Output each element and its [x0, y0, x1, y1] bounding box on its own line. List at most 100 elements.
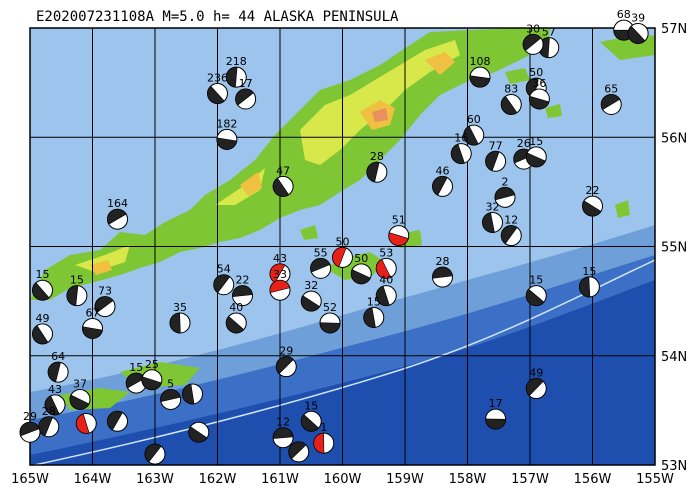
- focal-mechanism: [188, 421, 210, 443]
- focal-mechanism: 16: [450, 132, 472, 165]
- focal-mechanism: 15: [32, 268, 53, 301]
- focal-mechanism: 15: [363, 296, 385, 329]
- depth-label: 25: [145, 358, 159, 371]
- depth-label: 2: [502, 175, 509, 188]
- beachball-compression: [300, 295, 321, 312]
- focal-mechanism: 12: [272, 416, 294, 449]
- beachball-compression: [75, 413, 90, 434]
- depth-label: 29: [279, 345, 293, 358]
- focal-mechanism: [182, 383, 203, 405]
- beachball-compression: [32, 282, 50, 301]
- beachball-compression: [485, 418, 506, 430]
- focal-mechanism: [288, 441, 310, 463]
- focal-mechanism: 22: [582, 184, 603, 217]
- beachball-compression: [522, 34, 542, 52]
- beachball-compression: [526, 288, 545, 306]
- depth-label: 43: [48, 383, 62, 396]
- beachball-compression: [107, 411, 123, 431]
- beachball-compression: [188, 426, 208, 443]
- depth-label: 50: [336, 235, 350, 248]
- focal-mechanism: 39: [627, 11, 649, 44]
- focal-mechanism: 53: [375, 246, 397, 279]
- beachball-compression: [47, 361, 61, 383]
- focal-mechanism: 182: [216, 117, 238, 150]
- latitude-label: 54N: [661, 350, 687, 365]
- beachball-compression: [69, 394, 90, 410]
- depth-label: 32: [486, 200, 500, 213]
- latitude-labels: 57N 56N 55N 54N 53N: [661, 22, 687, 474]
- focal-mechanism: 17: [485, 397, 507, 430]
- depth-label: 35: [173, 301, 187, 314]
- depth-label: 236: [207, 72, 228, 85]
- focal-mechanism: 15: [578, 265, 600, 298]
- beachball-compression: [501, 225, 518, 245]
- beachball-compression: [485, 151, 500, 172]
- depth-label: 164: [107, 197, 128, 210]
- focal-mechanism: 50: [332, 235, 353, 268]
- focal-mechanism: 2: [494, 175, 516, 208]
- beachball-compression: [526, 152, 546, 168]
- beachball-compression: [363, 307, 376, 328]
- depth-label: 28: [370, 150, 384, 163]
- focal-mechanism: 15: [125, 361, 147, 394]
- focal-mechanism: 30: [522, 22, 544, 55]
- depth-label: 47: [276, 164, 290, 177]
- depth-label: 28: [42, 405, 56, 418]
- depth-label: 15: [529, 135, 543, 148]
- focal-mechanism: [144, 443, 166, 465]
- focal-mechanism: 49: [525, 367, 547, 400]
- focal-mechanism: 28: [432, 255, 453, 288]
- depth-label: 51: [392, 214, 406, 227]
- latitude-label: 55N: [661, 241, 687, 256]
- depth-label: 64: [51, 350, 65, 363]
- focal-mechanism: 73: [94, 285, 116, 318]
- beachball-compression: [288, 441, 307, 460]
- beachball-compression: [432, 176, 448, 196]
- beachball-compression: [366, 161, 380, 183]
- beachball-compression: [579, 276, 591, 298]
- focal-mechanism: 47: [272, 164, 294, 197]
- beachball-compression: [525, 378, 544, 397]
- depth-label: 218: [226, 55, 247, 68]
- depth-label: 49: [529, 367, 543, 380]
- focal-mechanism: 40: [375, 274, 397, 307]
- map-title: E202007231108A M=5.0 h= 44 ALASKA PENINS…: [36, 9, 399, 25]
- longitude-label: 164W: [74, 472, 112, 487]
- beachball-compression: [169, 312, 181, 334]
- beachball-compression: [375, 258, 392, 279]
- beachball-compression: [301, 414, 320, 432]
- depth-label: 43: [273, 252, 287, 265]
- depth-label: 29: [23, 410, 37, 423]
- beachball-compression: [600, 94, 621, 111]
- beachball-compression: [269, 263, 286, 283]
- beachball-compression: [94, 296, 114, 314]
- focal-mechanism: 29: [19, 410, 41, 443]
- beachball-compression: [141, 376, 162, 391]
- focal-mechanism: 46: [432, 164, 453, 197]
- beachball-compression: [82, 326, 103, 339]
- beachball-compression: [213, 274, 231, 294]
- beachball-compression: [350, 269, 371, 285]
- beachball-compression: [627, 25, 646, 44]
- focal-mechanism: 164: [107, 197, 128, 230]
- beachball-compression: [332, 247, 347, 268]
- focal-mechanism: 28: [366, 150, 388, 183]
- depth-label: 49: [36, 312, 50, 325]
- depth-label: 77: [489, 139, 503, 152]
- beachball-compression: [376, 285, 390, 306]
- latitude-label: 53N: [661, 459, 687, 474]
- focal-mechanism: 29: [275, 345, 297, 378]
- depth-label: 30: [526, 22, 540, 35]
- focal-mechanism: 22: [232, 274, 253, 307]
- depth-label: 22: [586, 184, 600, 197]
- beachball-compression: [207, 85, 225, 104]
- depth-label: 46: [436, 164, 450, 177]
- beachball-compression: [469, 75, 491, 88]
- beachball-compression: [432, 266, 453, 279]
- focal-mechanism: 35: [169, 301, 191, 334]
- focal-mechanism: 15: [300, 399, 322, 432]
- focal-mechanism: 25: [141, 358, 163, 391]
- beachball-compression: [216, 137, 238, 150]
- depth-label: 15: [70, 274, 84, 287]
